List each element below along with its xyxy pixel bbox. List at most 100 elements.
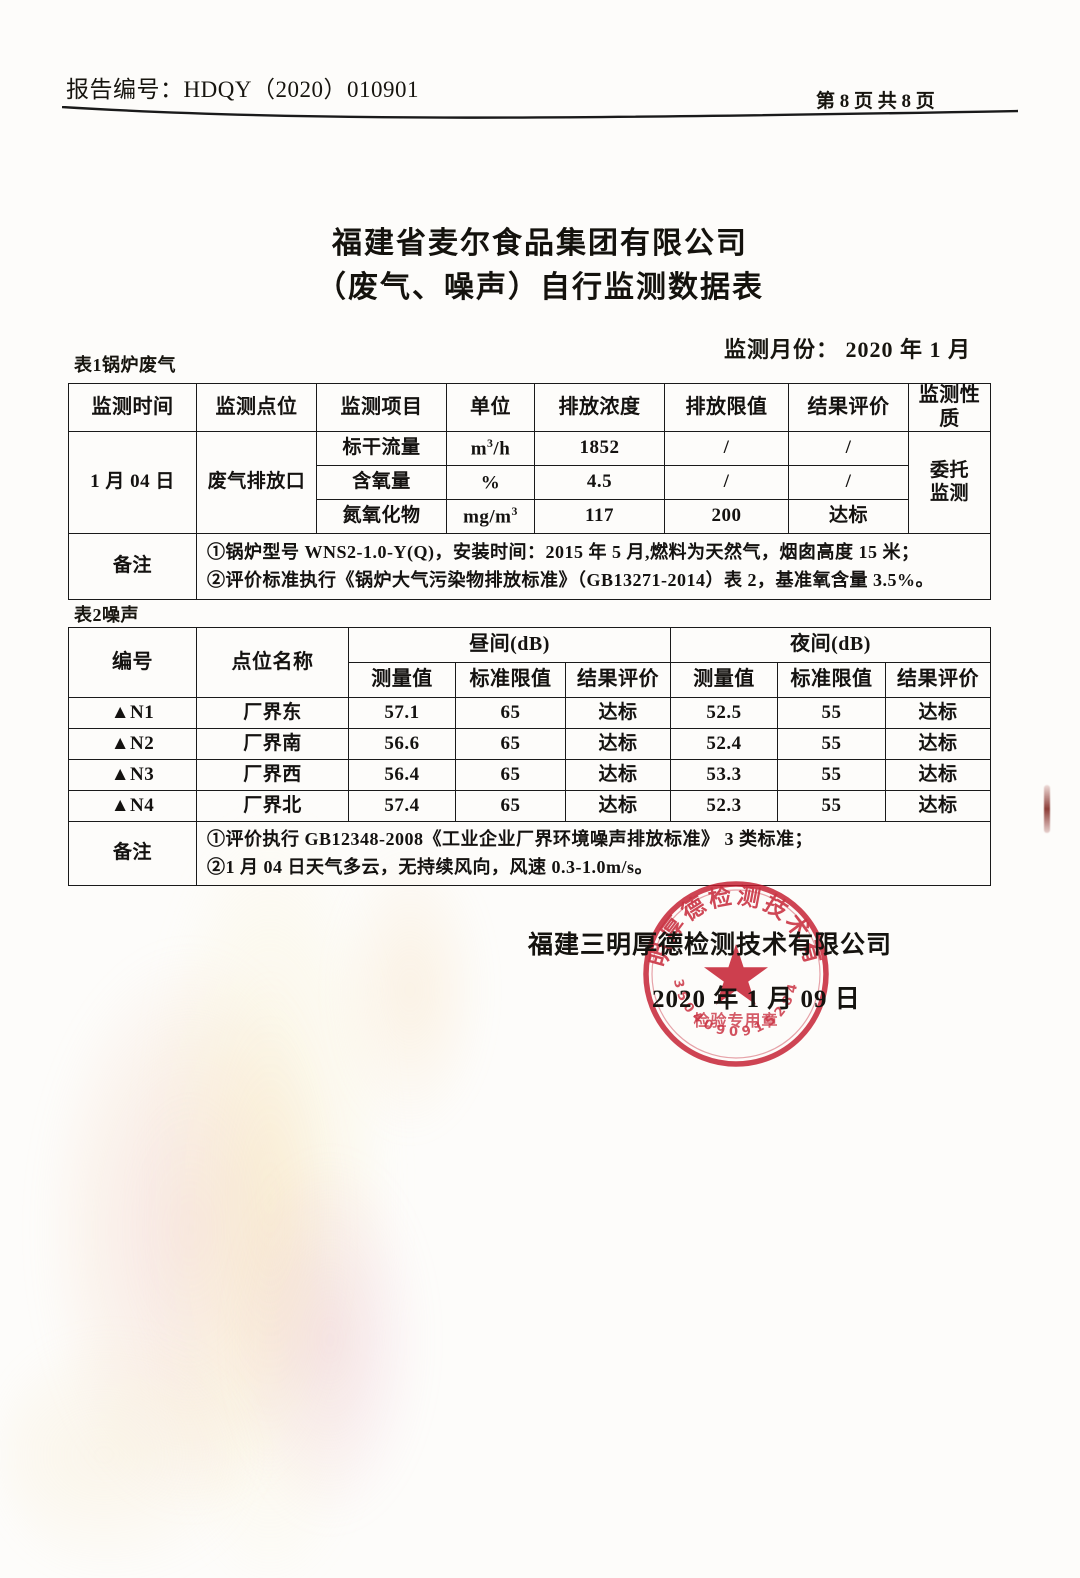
night-limit-value: 55 bbox=[777, 728, 887, 760]
col-header-night-result: 结果评价 bbox=[885, 662, 992, 698]
monitoring-site: 废气排放口 bbox=[196, 431, 317, 535]
item-concentration: 4.5 bbox=[534, 465, 665, 501]
table-notes-row: 备注 ①评价执行 GB12348-2008《工业企业厂界环境噪声排放标准》 3 … bbox=[68, 821, 992, 886]
night-measured-value: 52.5 bbox=[670, 697, 779, 729]
notes-label: 备注 bbox=[68, 821, 197, 886]
note-line-2: ②评价标准执行《锅炉大气污染物排放标准》（GB13271-2014）表 2，基准… bbox=[207, 569, 934, 590]
document-title: 福建省麦尔食品集团有限公司 （废气、噪声）自行监测数据表 bbox=[0, 222, 1080, 310]
col-header-day-value: 测量值 bbox=[348, 662, 456, 698]
col-header-day-result: 结果评价 bbox=[564, 662, 672, 698]
day-result: 达标 bbox=[564, 728, 672, 760]
signing-company: 福建三明厚德检测技术有限公司 bbox=[528, 930, 893, 959]
day-limit-value: 65 bbox=[455, 697, 566, 729]
item-name: 含氧量 bbox=[316, 465, 447, 501]
title-line-1: 福建省麦尔食品集团有限公司 bbox=[332, 226, 748, 261]
table-row: ▲N2 厂界南 56.6 65 达标 52.4 55 达标 bbox=[68, 728, 992, 760]
noise-point-id: ▲N4 bbox=[68, 790, 197, 822]
noise-point-id: ▲N2 bbox=[68, 728, 197, 760]
table-row: 1 月 04 日 废气排放口 标干流量 m3/h 1852 / / 委托 监测 bbox=[68, 431, 991, 535]
col-header-result: 结果评价 bbox=[788, 382, 909, 433]
day-measured-value: 57.4 bbox=[348, 790, 456, 822]
col-header-limit: 排放限值 bbox=[664, 382, 789, 433]
item-result: / bbox=[788, 465, 909, 501]
table-row: ▲N3 厂界西 56.4 65 达标 53.3 55 达标 bbox=[68, 759, 992, 791]
notes-label: 备注 bbox=[68, 533, 197, 601]
col-header-item: 监测项目 bbox=[316, 382, 447, 433]
col-header-night-limit: 标准限值 bbox=[777, 662, 887, 698]
night-limit-value: 55 bbox=[777, 759, 887, 791]
col-header-time: 监测时间 bbox=[68, 382, 197, 433]
col-header-nature: 监测性质 bbox=[908, 382, 991, 433]
table-header-row: 编号 点位名称 昼间(dB) 夜间(dB) bbox=[68, 627, 992, 698]
day-measured-value: 56.4 bbox=[348, 759, 456, 791]
noise-point-id: ▲N3 bbox=[68, 759, 197, 791]
scan-stain bbox=[0, 1330, 260, 1578]
day-result: 达标 bbox=[564, 790, 672, 822]
scan-stain bbox=[230, 1150, 430, 1530]
group-header-nighttime: 夜间(dB) bbox=[670, 627, 992, 663]
notes-content: ①评价执行 GB12348-2008《工业企业厂界环境噪声排放标准》 3 类标准… bbox=[195, 821, 992, 886]
col-header-night-value: 测量值 bbox=[670, 662, 779, 698]
item-limit: / bbox=[664, 431, 789, 467]
night-limit-value: 55 bbox=[777, 697, 887, 729]
col-header-conc: 排放浓度 bbox=[534, 382, 665, 433]
night-limit-value: 55 bbox=[777, 790, 887, 822]
note-line-1: ①锅炉型号 WNS2-1.0-Y(Q)，安装时间：2015 年 5 月,燃料为天… bbox=[207, 541, 920, 562]
group-header-daytime: 昼间(dB) bbox=[347, 627, 672, 663]
notes-content: ①锅炉型号 WNS2-1.0-Y(Q)，安装时间：2015 年 5 月,燃料为天… bbox=[196, 533, 991, 601]
day-measured-value: 57.1 bbox=[348, 697, 456, 729]
item-unit: % bbox=[446, 465, 535, 501]
noise-point-name: 厂界西 bbox=[196, 759, 349, 791]
day-result: 达标 bbox=[564, 697, 672, 729]
page-header: 报告编号：HDQY（2020）010901 第 8 页 共 8 页 bbox=[0, 70, 1080, 130]
item-result: 达标 bbox=[788, 499, 909, 535]
note-line-1: ①评价执行 GB12348-2008《工业企业厂界环境噪声排放标准》 3 类标准… bbox=[207, 828, 813, 849]
noise-point-name: 厂界南 bbox=[196, 728, 349, 760]
col-header-unit: 单位 bbox=[446, 382, 535, 433]
col-header-day-limit: 标准限值 bbox=[455, 662, 566, 698]
day-limit-value: 65 bbox=[455, 790, 566, 822]
noise-table: 编号 点位名称 昼间(dB) 夜间(dB) 测量值 标准限值 结果评价 测量值 … bbox=[68, 627, 992, 886]
day-result: 达标 bbox=[564, 759, 672, 791]
edge-ink-mark bbox=[1044, 785, 1050, 833]
item-name: 标干流量 bbox=[316, 431, 447, 467]
table-notes-row: 备注 ①锅炉型号 WNS2-1.0-Y(Q)，安装时间：2015 年 5 月,燃… bbox=[68, 533, 991, 601]
monitoring-date: 1 月 04 日 bbox=[68, 431, 197, 535]
night-measured-value: 52.3 bbox=[670, 790, 779, 822]
item-result: / bbox=[788, 431, 909, 467]
table-header-row: 监测时间 监测点位 监测项目 单位 排放浓度 排放限值 结果评价 监测性质 bbox=[68, 382, 991, 433]
item-concentration: 117 bbox=[534, 499, 665, 535]
page-number: 第 8 页 共 8 页 bbox=[816, 91, 935, 112]
col-header-site: 点位名称 bbox=[196, 627, 349, 698]
night-result: 达标 bbox=[885, 728, 992, 760]
table-row: ▲N1 厂界东 57.1 65 达标 52.5 55 达标 bbox=[68, 697, 992, 729]
night-result: 达标 bbox=[885, 759, 992, 791]
monitoring-nature: 委托 监测 bbox=[908, 431, 991, 535]
table1-caption: 表1锅炉废气 bbox=[74, 355, 176, 375]
night-result: 达标 bbox=[885, 790, 992, 822]
col-header-site: 监测点位 bbox=[196, 382, 317, 433]
table-subheader-row: 测量值 标准限值 结果评价 测量值 标准限值 结果评价 bbox=[69, 662, 992, 698]
item-limit: / bbox=[664, 465, 789, 501]
title-line-2: （废气、噪声）自行监测数据表 bbox=[316, 270, 764, 305]
scan-stain bbox=[40, 950, 340, 1510]
item-concentration: 1852 bbox=[534, 431, 665, 467]
item-limit: 200 bbox=[664, 499, 789, 535]
noise-point-name: 厂界东 bbox=[196, 697, 349, 729]
signing-date: 2020 年 1 月 09 日 bbox=[652, 986, 861, 1013]
noise-point-name: 厂界北 bbox=[196, 790, 349, 822]
night-measured-value: 52.4 bbox=[670, 728, 779, 760]
boiler-exhaust-table: 监测时间 监测点位 监测项目 单位 排放浓度 排放限值 结果评价 监测性质 1 … bbox=[68, 382, 991, 601]
scan-stain bbox=[150, 820, 390, 1578]
report-number: 报告编号：HDQY（2020）010901 bbox=[66, 77, 419, 102]
item-name: 氮氧化物 bbox=[316, 499, 447, 535]
table2-caption: 表2噪声 bbox=[74, 605, 139, 625]
table-row: 含氧量 % 4.5 / / bbox=[69, 465, 991, 501]
table-row: ▲N4 厂界北 57.4 65 达标 52.3 55 达标 bbox=[68, 790, 992, 822]
header-divider-line bbox=[62, 106, 1018, 119]
night-result: 达标 bbox=[885, 697, 992, 729]
noise-point-id: ▲N1 bbox=[68, 697, 197, 729]
day-limit-value: 65 bbox=[455, 759, 566, 791]
col-header-id: 编号 bbox=[68, 627, 197, 698]
